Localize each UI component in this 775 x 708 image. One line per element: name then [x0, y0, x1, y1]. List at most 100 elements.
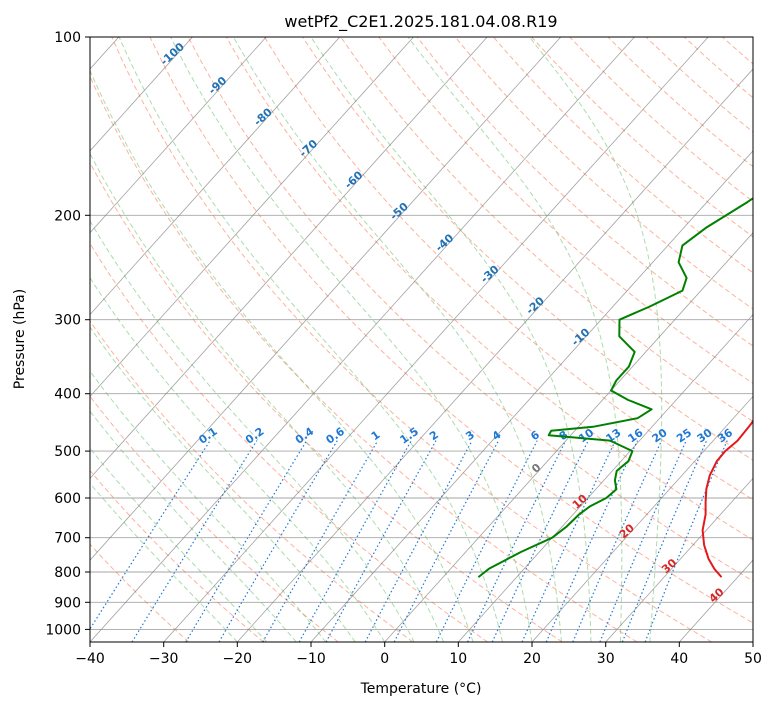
dry-adiabat [225, 37, 753, 541]
mixing-ratio-line [466, 440, 567, 642]
mixing-ratio-line [298, 440, 412, 642]
x-tick-label: 40 [670, 651, 688, 667]
mixing-ratio-label: 20 [650, 426, 670, 446]
background-lines [90, 37, 775, 642]
mixing-ratio-label: 16 [625, 426, 645, 446]
mixing-ratio-label: 0.1 [196, 425, 219, 447]
mixing-ratio-label: 3 [463, 428, 477, 443]
dry-adiabat [340, 37, 753, 423]
dry-adiabat [187, 37, 753, 582]
y-tick-label: 700 [54, 531, 81, 547]
chart-title: wetPf2_C2E1.2025.181.04.08.R19 [284, 12, 557, 32]
dry-adiabat [90, 469, 264, 642]
isotherm-label: -10 [569, 325, 593, 348]
dry-adiabat [416, 37, 753, 347]
moist-adiabat [90, 152, 445, 642]
isotherm-line [384, 232, 753, 642]
mixing-ratio-line [521, 440, 617, 642]
x-tick-label: −40 [75, 651, 105, 667]
mixing-ratio-line [572, 440, 663, 642]
mixing-ratio-line [218, 440, 338, 642]
isotherm-line [605, 477, 753, 642]
x-tick-label: 30 [597, 651, 615, 667]
isotherm-line [90, 37, 267, 234]
isotherm-line [163, 37, 709, 642]
mixing-ratio-line [90, 440, 211, 631]
mixing-ratio-label: 36 [715, 426, 735, 446]
x-tick-label: −10 [296, 651, 326, 667]
profile-lines [477, 197, 753, 578]
isotherm-line [679, 559, 753, 642]
moist-adiabat [90, 326, 356, 642]
isotherm-line [90, 37, 414, 398]
dry-adiabat [607, 37, 753, 168]
dry-adiabat [111, 37, 712, 642]
plot-frame [89, 36, 754, 643]
dry-adiabat [645, 37, 753, 133]
x-tick-label: 0 [380, 651, 389, 667]
x-tick-label: −30 [149, 651, 179, 667]
y-tick-label: 200 [54, 208, 81, 224]
y-tick-label: 100 [54, 30, 81, 46]
isotherm-label: -50 [387, 200, 411, 223]
dry-adiabat [90, 161, 563, 642]
mixing-ratio-label: 25 [674, 426, 694, 445]
x-axis: −40 −30 −20 −10 0 10 20 30 40 50 [75, 642, 762, 667]
dry-adiabat [761, 37, 775, 642]
mixing-ratio-line [262, 440, 379, 642]
dry-adiabat [90, 242, 488, 642]
grid-lines [90, 37, 753, 642]
x-tick-label: 10 [449, 651, 467, 667]
moist-adiabat [90, 220, 415, 642]
moist-adiabat [529, 37, 663, 642]
mixing-ratio-line [393, 440, 500, 642]
mixing-ratio-label: 2 [427, 428, 441, 443]
moist-adiabat [310, 37, 592, 642]
mixing-ratio-line [131, 440, 258, 642]
isotherm-line [90, 37, 488, 479]
y-axis-label: Pressure (hPa) [12, 289, 28, 389]
isotherm-line [90, 37, 193, 152]
y-axis: 100 200 300 400 500 600 700 800 900 1000 [45, 30, 90, 638]
moist-adiabat [90, 410, 297, 642]
moist-adiabat [90, 69, 474, 642]
y-tick-label: 800 [54, 565, 81, 581]
mixing-ratio-line [621, 440, 708, 642]
dry-adiabat [493, 37, 753, 274]
y-tick-label: 400 [54, 387, 81, 403]
moist-adiabat [90, 276, 386, 642]
y-tick-label: 600 [54, 491, 81, 507]
moist-adiabat [90, 447, 268, 642]
dry-adiabat [683, 37, 753, 99]
x-tick-label: 20 [523, 651, 541, 667]
isotherm-line [458, 313, 753, 642]
mixing-ratio-line [185, 440, 308, 642]
mixing-ratio-line [599, 440, 687, 642]
moist-adiabat [90, 482, 238, 642]
moist-adiabat [232, 37, 562, 642]
isotherm-label: -80 [251, 105, 275, 128]
mixing-ratio-line [364, 440, 473, 642]
isotherm-line [90, 37, 341, 316]
isotherm-label: 30 [659, 556, 679, 576]
isotherm-label: -60 [342, 168, 366, 191]
isotherm-line [310, 150, 753, 642]
mixing-ratio-label: 1.5 [398, 425, 421, 447]
isotherm-label: -100 [158, 40, 187, 68]
isotherm-label: -90 [206, 74, 230, 97]
dry-adiabat [454, 37, 753, 310]
dry-adiabat [149, 37, 753, 624]
y-tick-label: 500 [54, 444, 81, 460]
moist-adiabat [170, 37, 533, 642]
isotherm-line [90, 37, 562, 561]
moist-adiabat [118, 37, 503, 642]
isotherm-label: 20 [617, 521, 637, 541]
y-tick-label: 300 [54, 313, 81, 329]
dewpoint-profile [477, 197, 753, 578]
x-tick-label: 50 [744, 651, 762, 667]
background-labels: 0.1 0.2 0.4 0.6 1 1.5 2 3 4 6 8 10 13 16 20 25 30 36-100-… [158, 40, 736, 605]
dry-adiabat [90, 75, 638, 642]
dry-adiabat [302, 37, 753, 461]
dry-adiabat [90, 320, 414, 642]
